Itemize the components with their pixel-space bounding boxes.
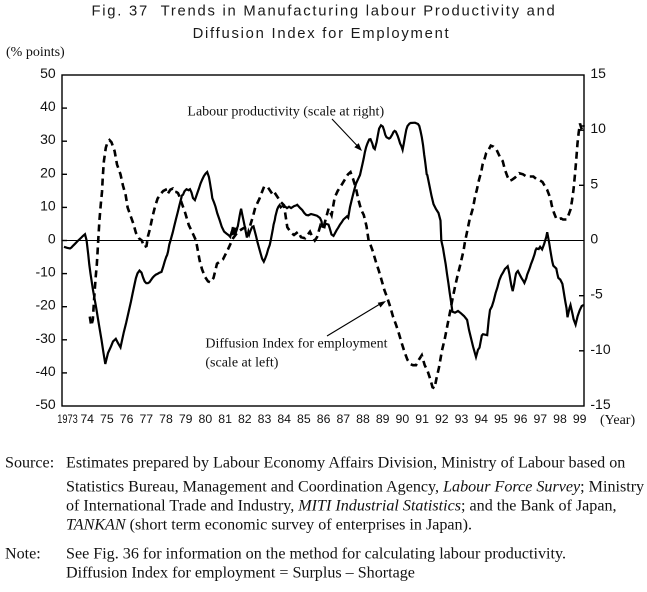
svg-text:89: 89 [376, 412, 390, 426]
svg-text:75: 75 [100, 412, 114, 426]
svg-text:-10: -10 [35, 264, 55, 280]
svg-text:78: 78 [159, 412, 173, 426]
svg-text:82: 82 [238, 412, 252, 426]
svg-text:91: 91 [415, 412, 429, 426]
svg-text:-15: -15 [590, 396, 610, 412]
svg-text:(scale at left): (scale at left) [205, 355, 278, 370]
svg-text:Diffusion Index for employment: Diffusion Index for employment = Surplus… [66, 565, 415, 582]
svg-text:84: 84 [277, 412, 291, 426]
svg-text:Note:: Note: [5, 546, 41, 563]
svg-text:(% points): (% points) [6, 45, 65, 60]
svg-text:76: 76 [120, 412, 134, 426]
svg-text:0: 0 [590, 231, 598, 247]
svg-text:-20: -20 [35, 297, 55, 313]
svg-text:99: 99 [573, 412, 587, 426]
svg-text:94: 94 [474, 412, 488, 426]
svg-text:-50: -50 [35, 396, 55, 412]
svg-text:Diffusion Index for Employment: Diffusion Index for Employment [193, 26, 451, 42]
svg-text:50: 50 [40, 65, 56, 81]
svg-text:77: 77 [139, 412, 153, 426]
svg-text:-30: -30 [35, 330, 55, 346]
svg-text:81: 81 [218, 412, 232, 426]
svg-text:of International Trade and Ind: of International Trade and Industry, MIT… [66, 498, 617, 515]
svg-text:93: 93 [455, 412, 469, 426]
svg-text:86: 86 [317, 412, 331, 426]
svg-text:10: 10 [590, 120, 606, 136]
svg-text:Diffusion Index for employment: Diffusion Index for employment [205, 336, 387, 351]
svg-text:0: 0 [48, 231, 56, 247]
svg-text:15: 15 [590, 65, 606, 81]
svg-text:98: 98 [553, 412, 567, 426]
svg-text:(Year): (Year) [600, 413, 635, 428]
svg-text:95: 95 [494, 412, 508, 426]
svg-text:97: 97 [533, 412, 547, 426]
svg-text:See Fig. 36 for information on: See Fig. 36 for information on the metho… [66, 546, 566, 563]
svg-text:30: 30 [40, 131, 56, 147]
svg-text:-10: -10 [590, 341, 610, 357]
svg-text:90: 90 [396, 412, 410, 426]
svg-text:Fig. 37 Trends in Manufacturi: Fig. 37 Trends in Manufacturing labour P… [91, 4, 556, 20]
svg-text:1973: 1973 [57, 412, 78, 426]
svg-text:88: 88 [356, 412, 370, 426]
svg-text:83: 83 [258, 412, 272, 426]
svg-text:87: 87 [336, 412, 350, 426]
svg-text:80: 80 [199, 412, 213, 426]
svg-text:Statistics Bureau, Management: Statistics Bureau, Management and Coordi… [66, 478, 644, 495]
svg-text:5: 5 [590, 175, 598, 191]
svg-text:-40: -40 [35, 363, 55, 379]
svg-text:TANKAN (short term economic su: TANKAN (short term economic survey of en… [66, 516, 472, 533]
svg-text:85: 85 [297, 412, 311, 426]
svg-text:Source:: Source: [5, 454, 54, 471]
svg-text:Labour productivity (scale at: Labour productivity (scale at right) [187, 104, 384, 119]
svg-text:96: 96 [514, 412, 528, 426]
svg-text:74: 74 [80, 412, 94, 426]
svg-text:92: 92 [435, 412, 449, 426]
svg-text:20: 20 [40, 164, 56, 180]
svg-text:10: 10 [40, 197, 56, 213]
svg-text:79: 79 [179, 412, 193, 426]
svg-text:40: 40 [40, 98, 56, 114]
svg-text:Estimates prepared by Labour E: Estimates prepared by Labour Economy Aff… [66, 454, 625, 471]
svg-text:-5: -5 [590, 286, 603, 302]
